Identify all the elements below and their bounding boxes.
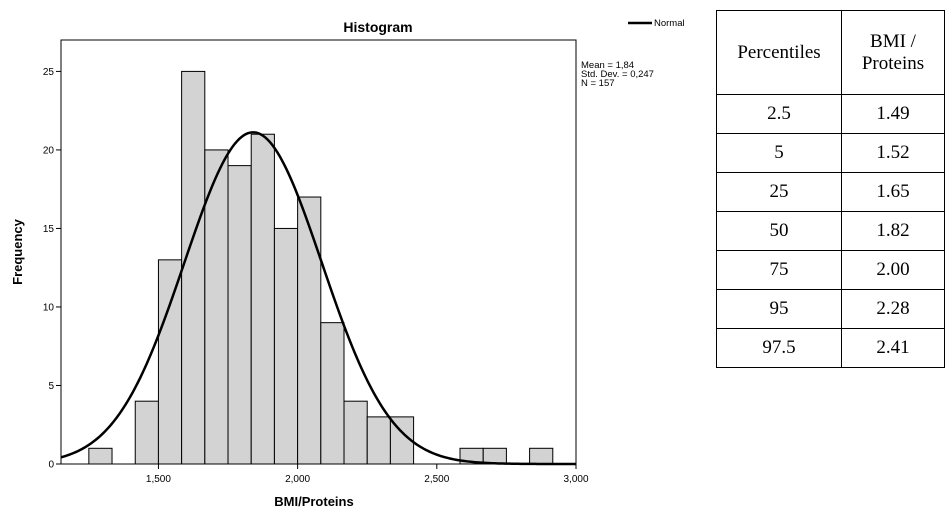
percentiles-table: Percentiles BMI / Proteins 2.5 1.49 5 1.… xyxy=(716,10,945,368)
histogram-bar xyxy=(482,447,507,465)
x-tick-label: 1,500 xyxy=(146,474,171,485)
y-tick-label: 10 xyxy=(43,302,55,313)
table-cell: 1.49 xyxy=(841,94,945,134)
x-tick-label: 2,000 xyxy=(285,474,310,485)
table-row: 2.5 1.49 xyxy=(716,94,945,134)
legend: Normal xyxy=(628,18,685,29)
histogram-bar xyxy=(273,227,299,465)
table-cell: 50 xyxy=(716,211,842,251)
table-cell: 2.00 xyxy=(841,250,945,290)
histogram-bar xyxy=(88,447,113,465)
table-cell: 95 xyxy=(716,289,842,329)
x-tick-label: 2,500 xyxy=(424,474,449,485)
table-row: 75 2.00 xyxy=(716,250,945,290)
y-tick-label: 20 xyxy=(43,145,55,156)
y-tick-label: 15 xyxy=(43,224,55,235)
histogram-bar xyxy=(297,196,322,465)
table-row: 97.5 2.41 xyxy=(716,328,945,368)
table-cell: 2.5 xyxy=(716,94,842,134)
table-cell: 2.41 xyxy=(841,328,945,368)
table-cell: 1.82 xyxy=(841,211,945,251)
table-cell: 75 xyxy=(716,250,842,290)
histogram-bar xyxy=(181,70,206,465)
histogram-chart: Histogram 0 5 10 15 20 25 1,500 2,000 2,500 3,00… xyxy=(10,18,685,509)
table-row: 50 1.82 xyxy=(716,211,945,251)
y-tick-label: 25 xyxy=(43,67,55,78)
table-cell: 1.65 xyxy=(841,172,945,212)
y-tick-label: 5 xyxy=(48,381,54,392)
histogram-bar xyxy=(529,447,554,465)
histogram-bar xyxy=(227,165,252,465)
histogram-bar xyxy=(134,400,159,465)
y-tick-label: 0 xyxy=(48,460,54,471)
table-cell: 5 xyxy=(716,133,842,173)
stat-mean: Mean = 1,84 xyxy=(581,60,634,71)
stat-std-dev: Std. Dev. = 0,247 xyxy=(581,69,654,80)
table-row: 5 1.52 xyxy=(716,133,945,173)
table-cell: 1.52 xyxy=(841,133,945,173)
histogram-bar xyxy=(389,416,415,465)
header-percentiles: Percentiles xyxy=(716,10,842,95)
histogram-bar xyxy=(157,259,183,465)
y-axis-title: Frequency xyxy=(10,218,25,285)
table-row: 95 2.28 xyxy=(716,289,945,329)
x-axis: 1,500 2,000 2,500 3,000 xyxy=(146,464,589,485)
table-header-row: Percentiles BMI / Proteins xyxy=(716,10,945,95)
legend-label: Normal xyxy=(654,18,685,29)
table-cell: 2.28 xyxy=(841,289,945,329)
histogram-bar xyxy=(343,400,368,465)
table-cell: 97.5 xyxy=(716,328,842,368)
y-axis: 0 5 10 15 20 25 xyxy=(43,67,61,471)
x-axis-title: BMI/Proteins xyxy=(274,494,353,509)
table-row: 25 1.65 xyxy=(716,172,945,212)
normal-curve xyxy=(60,131,576,466)
x-tick-label: 3,000 xyxy=(563,474,588,485)
chart-title: Histogram xyxy=(343,19,412,35)
stat-n: N = 157 xyxy=(581,78,615,89)
stats-box: Mean = 1,84 Std. Dev. = 0,247 N = 157 xyxy=(581,60,654,89)
header-bmi-proteins: BMI / Proteins xyxy=(841,10,945,95)
histogram-bar xyxy=(366,416,391,465)
histogram-bar xyxy=(250,133,275,465)
bars-group xyxy=(88,70,554,465)
table-cell: 25 xyxy=(716,172,842,212)
histogram-bar xyxy=(320,322,345,465)
